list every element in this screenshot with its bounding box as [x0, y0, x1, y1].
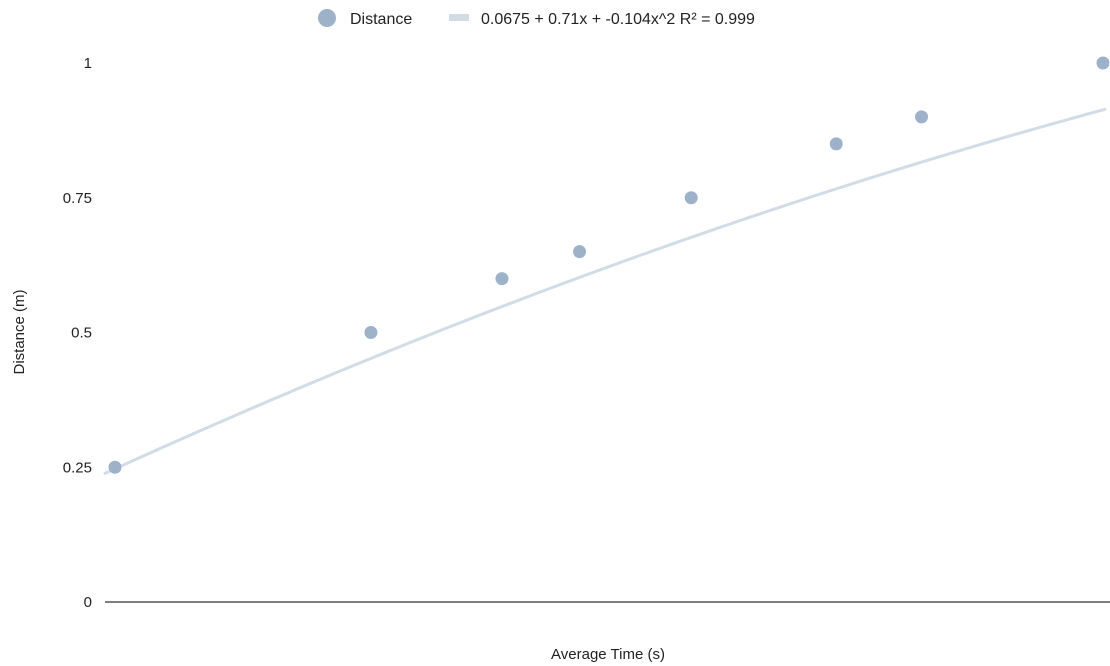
- legend-marker-trendline: [449, 14, 469, 21]
- trendline: [103, 107, 1107, 475]
- data-point: [573, 245, 587, 259]
- data-point: [915, 110, 929, 124]
- legend-label-trendline: 0.0675 + 0.71x + -0.104x^2 R² = 0.999: [481, 11, 755, 28]
- legend-label-distance: Distance: [350, 11, 412, 28]
- data-points: [108, 56, 1110, 474]
- y-axis-title: Distance (m): [11, 289, 28, 374]
- data-point: [1096, 56, 1110, 70]
- data-point: [364, 326, 378, 339]
- y-tick-label: 0.25: [63, 459, 92, 476]
- data-point: [495, 272, 509, 286]
- data-point: [684, 191, 698, 205]
- data-point: [829, 137, 843, 151]
- data-point: [108, 460, 122, 474]
- y-tick-label: 1: [84, 55, 92, 72]
- y-tick-label: 0: [84, 594, 92, 611]
- legend: Distance 0.0675 + 0.71x + -0.104x^2 R² =…: [318, 9, 755, 28]
- x-axis-title: Average Time (s): [551, 646, 665, 663]
- y-tick-label: 0.75: [63, 190, 92, 207]
- y-tick-label: 0.5: [71, 325, 92, 342]
- legend-marker-distance: [318, 9, 336, 27]
- y-axis-ticks: 0 0.25 0.5 0.75 1: [63, 55, 92, 611]
